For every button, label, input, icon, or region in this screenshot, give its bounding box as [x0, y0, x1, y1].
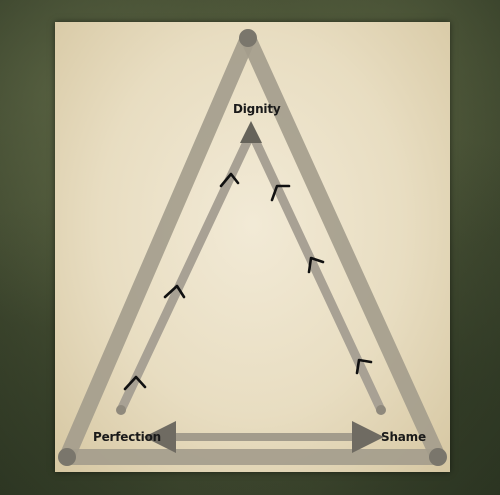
top-vertex-node [239, 29, 257, 47]
left-vertex-node [58, 448, 76, 466]
chevron-mark [270, 184, 291, 202]
paper-sheet [55, 22, 450, 472]
inner-right-line [250, 135, 386, 415]
inner-left-end-node [116, 405, 126, 415]
perfection-label: Perfection [93, 430, 161, 444]
dignity-label: Dignity [233, 102, 281, 116]
outer-left-edge [59, 30, 256, 465]
chevron-mark [307, 256, 325, 274]
chevron-mark [219, 172, 240, 188]
inner-triangle [116, 135, 386, 415]
chevron-mark [163, 284, 186, 299]
inner-left-line [116, 135, 253, 415]
inner-right-end-node [376, 405, 386, 415]
right-vertex-node [429, 448, 447, 466]
outer-right-edge [240, 30, 446, 465]
shame-label: Shame [381, 430, 426, 444]
outer-triangle [59, 30, 446, 465]
chevron-mark [355, 358, 373, 375]
chevron-mark [123, 375, 147, 391]
dignity-arrowhead [240, 121, 262, 143]
